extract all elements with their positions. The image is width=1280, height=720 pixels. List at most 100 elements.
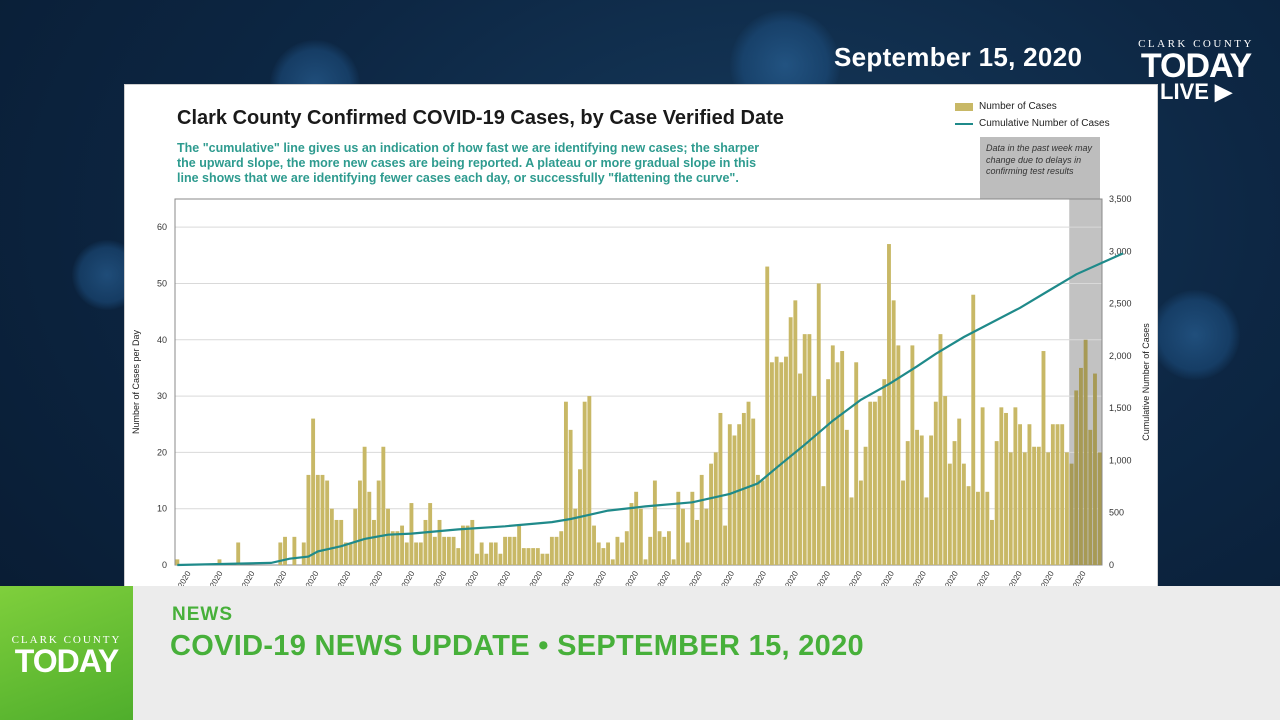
cases-bar bbox=[1046, 452, 1051, 565]
cases-bar bbox=[760, 480, 765, 565]
cases-bar bbox=[348, 542, 353, 565]
cases-bar bbox=[774, 356, 779, 565]
y-tick-label: 30 bbox=[157, 391, 167, 401]
cases-bar bbox=[723, 525, 728, 565]
cases-bar bbox=[381, 446, 386, 565]
cases-bar bbox=[891, 300, 896, 565]
cases-bar bbox=[835, 362, 840, 565]
cases-bar bbox=[1074, 390, 1079, 565]
y2-tick-label: 500 bbox=[1109, 508, 1124, 518]
cases-bar bbox=[732, 435, 737, 565]
cases-bar bbox=[638, 508, 643, 565]
cases-bar bbox=[1055, 424, 1060, 565]
cases-bar bbox=[1004, 412, 1008, 565]
cases-bar bbox=[634, 491, 639, 565]
chart-plot: 0 10 20 30 40 50 60 0 500 1,000 1,500 2,000 2,500 3,0… bbox=[131, 194, 1151, 589]
cases-bar bbox=[990, 519, 994, 565]
cases-bar bbox=[849, 497, 854, 565]
cases-bar bbox=[1078, 367, 1083, 565]
cases-bar bbox=[657, 531, 662, 565]
cases-bar bbox=[887, 244, 891, 566]
cases-bar bbox=[479, 542, 484, 565]
y2-axis-label: Cumulative Number of Cases bbox=[1141, 323, 1151, 441]
cases-bar bbox=[1088, 429, 1093, 565]
cases-bar bbox=[915, 429, 920, 565]
cases-bar bbox=[554, 536, 559, 565]
cases-bar bbox=[531, 548, 536, 565]
cases-bar bbox=[1064, 452, 1069, 565]
y2-tick-label: 3,500 bbox=[1109, 194, 1132, 204]
broadcast-date: September 15, 2020 bbox=[834, 42, 1083, 72]
cases-bar bbox=[1008, 452, 1013, 565]
cases-bar bbox=[493, 542, 498, 565]
cases-bar bbox=[812, 396, 817, 565]
cases-bar bbox=[844, 429, 849, 565]
cases-bar bbox=[334, 519, 339, 565]
cases-bar bbox=[353, 508, 358, 565]
cases-bar bbox=[325, 480, 330, 565]
cases-bar bbox=[751, 418, 756, 565]
cases-bar bbox=[681, 508, 685, 565]
cases-bar bbox=[437, 519, 442, 565]
cases-bar bbox=[526, 548, 531, 565]
y2-tick-label: 3,000 bbox=[1109, 246, 1132, 256]
cases-bar bbox=[620, 542, 625, 565]
cases-bar bbox=[952, 441, 957, 565]
brand-logo-bottom: CLARK COUNTY TODAY bbox=[0, 586, 133, 720]
cases-bar bbox=[423, 519, 428, 565]
cases-bar bbox=[816, 283, 821, 565]
cases-bar bbox=[507, 536, 512, 565]
cases-bar bbox=[362, 446, 367, 565]
cases-bar bbox=[746, 401, 751, 565]
legend-bar-swatch bbox=[955, 102, 973, 111]
brand-small-text: CLARK COUNTY bbox=[11, 634, 122, 646]
y-tick-label: 0 bbox=[162, 560, 167, 570]
cases-bar bbox=[1036, 446, 1041, 565]
cases-bar bbox=[1093, 373, 1097, 565]
cases-bar bbox=[985, 491, 990, 565]
cases-bar bbox=[568, 429, 573, 565]
cases-bar bbox=[624, 531, 629, 565]
cases-bar bbox=[404, 542, 409, 565]
legend-item-bars: Number of Cases bbox=[955, 98, 1110, 115]
cases-bar bbox=[769, 362, 774, 565]
chart-title: Clark County Confirmed COVID-19 Cases, b… bbox=[177, 107, 784, 129]
cumulative-line bbox=[177, 252, 1124, 567]
cases-bar bbox=[451, 536, 456, 565]
cases-bar bbox=[690, 491, 695, 565]
cases-bar bbox=[395, 531, 400, 565]
cases-bar bbox=[292, 536, 297, 565]
brand-small-text: CLARK COUNTY bbox=[1138, 38, 1254, 50]
cases-bar bbox=[489, 542, 493, 565]
cases-bar bbox=[933, 401, 938, 565]
cases-bar bbox=[512, 536, 517, 565]
section-label: NEWS bbox=[172, 604, 233, 625]
cases-bar bbox=[278, 542, 283, 565]
cases-bar bbox=[329, 508, 334, 565]
cases-bar bbox=[615, 536, 620, 565]
cases-bar bbox=[709, 463, 714, 565]
cases-bar bbox=[905, 441, 910, 565]
cases-bar bbox=[699, 474, 704, 565]
chart-note: Data in the past week may change due to … bbox=[980, 137, 1100, 199]
cases-bar bbox=[283, 536, 287, 565]
cases-bar bbox=[882, 379, 887, 565]
cases-bar bbox=[432, 536, 437, 565]
cases-bar bbox=[947, 463, 952, 565]
y-tick-label: 60 bbox=[157, 222, 167, 232]
cases-bar bbox=[428, 503, 433, 565]
cases-bar bbox=[713, 452, 718, 565]
cases-bar bbox=[868, 401, 873, 565]
cases-bar bbox=[367, 491, 372, 565]
cases-bar bbox=[549, 536, 554, 565]
cases-bar bbox=[666, 531, 671, 565]
chart-legend: Number of Cases Cumulative Number of Cas… bbox=[955, 98, 1110, 132]
cases-bar bbox=[704, 508, 709, 565]
cases-bar bbox=[961, 463, 966, 565]
cases-bar bbox=[695, 519, 699, 565]
cases-bar bbox=[1083, 339, 1088, 565]
cases-bar bbox=[826, 379, 831, 565]
cases-bar bbox=[1050, 424, 1055, 565]
cases-bar bbox=[662, 536, 667, 565]
legend-item-line: Cumulative Number of Cases bbox=[955, 115, 1110, 132]
